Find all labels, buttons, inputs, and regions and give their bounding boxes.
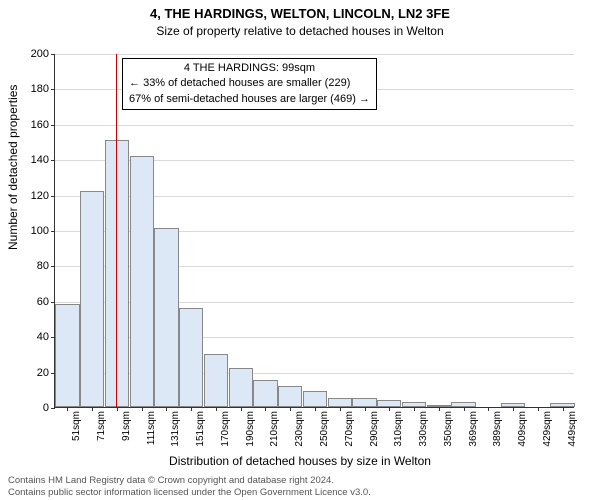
y-tick-label: 160 [31, 119, 49, 131]
x-tick-label: 91sqm [121, 411, 132, 441]
x-tick-mark [142, 407, 143, 411]
x-tick-mark [241, 407, 242, 411]
histogram-bar [328, 398, 352, 407]
x-tick-mark [290, 407, 291, 411]
x-tick-label: 310sqm [393, 411, 404, 447]
x-tick-mark [563, 407, 564, 411]
x-tick-mark [92, 407, 93, 411]
x-tick-mark [191, 407, 192, 411]
x-tick-mark [513, 407, 514, 411]
gridline [55, 54, 574, 55]
y-tick-label: 200 [31, 48, 49, 60]
y-tick-mark [51, 160, 55, 161]
x-tick-mark [439, 407, 440, 411]
x-tick-mark [340, 407, 341, 411]
x-tick-label: 111sqm [146, 411, 157, 445]
x-tick-label: 369sqm [468, 411, 479, 447]
histogram-bar [80, 191, 104, 407]
y-tick-mark [51, 302, 55, 303]
chart-container: 4, THE HARDINGS, WELTON, LINCOLN, LN2 3F… [0, 0, 600, 500]
x-tick-mark [216, 407, 217, 411]
footer-line2: Contains public sector information licen… [8, 487, 371, 498]
chart-title-sub: Size of property relative to detached ho… [0, 24, 600, 38]
footer-attribution: Contains HM Land Registry data © Crown c… [8, 475, 371, 498]
x-tick-label: 409sqm [517, 411, 528, 447]
annotation-line: ← 33% of detached houses are smaller (22… [129, 76, 370, 91]
annotation-box: 4 THE HARDINGS: 99sqm← 33% of detached h… [122, 58, 377, 110]
x-tick-label: 71sqm [96, 411, 107, 441]
histogram-bar [303, 391, 327, 407]
histogram-bar [154, 228, 178, 407]
x-tick-label: 290sqm [369, 411, 380, 447]
y-tick-label: 120 [31, 190, 49, 202]
x-tick-mark [265, 407, 266, 411]
y-axis-label: Number of detached properties [6, 85, 20, 250]
histogram-bar [278, 386, 302, 407]
y-tick-label: 140 [31, 154, 49, 166]
x-tick-label: 210sqm [269, 411, 280, 447]
x-tick-label: 429sqm [542, 411, 553, 447]
gridline [55, 125, 574, 126]
x-tick-label: 230sqm [294, 411, 305, 447]
x-tick-label: 250sqm [319, 411, 330, 447]
x-tick-label: 350sqm [443, 411, 454, 447]
reference-line [116, 54, 117, 407]
y-tick-mark [51, 408, 55, 409]
x-tick-mark [67, 407, 68, 411]
y-tick-mark [51, 266, 55, 267]
x-tick-mark [365, 407, 366, 411]
plot-area: 02040608010012014016018020051sqm71sqm91s… [54, 54, 574, 408]
x-tick-mark [389, 407, 390, 411]
histogram-bar [55, 304, 79, 407]
x-tick-label: 131sqm [170, 411, 181, 447]
x-tick-mark [488, 407, 489, 411]
histogram-bar [204, 354, 228, 407]
histogram-bar [352, 398, 376, 407]
y-tick-label: 100 [31, 225, 49, 237]
x-tick-mark [166, 407, 167, 411]
y-tick-label: 60 [37, 296, 49, 308]
x-tick-mark [464, 407, 465, 411]
x-tick-label: 330sqm [418, 411, 429, 447]
histogram-bar [253, 380, 277, 407]
x-tick-mark [538, 407, 539, 411]
x-axis-label: Distribution of detached houses by size … [0, 454, 600, 468]
histogram-bar [377, 400, 401, 407]
x-tick-mark [117, 407, 118, 411]
footer-line1: Contains HM Land Registry data © Crown c… [8, 475, 371, 486]
y-tick-mark [51, 231, 55, 232]
y-tick-label: 0 [43, 402, 49, 414]
x-tick-label: 449sqm [567, 411, 578, 447]
y-tick-mark [51, 89, 55, 90]
y-tick-label: 180 [31, 83, 49, 95]
y-tick-label: 20 [37, 367, 49, 379]
annotation-line: 4 THE HARDINGS: 99sqm [129, 61, 370, 76]
y-tick-label: 40 [37, 331, 49, 343]
y-tick-label: 80 [37, 260, 49, 272]
y-tick-mark [51, 196, 55, 197]
histogram-bar [130, 156, 154, 407]
histogram-bar [179, 308, 203, 407]
annotation-line: 67% of semi-detached houses are larger (… [129, 92, 370, 107]
x-tick-label: 170sqm [220, 411, 231, 447]
y-tick-mark [51, 54, 55, 55]
chart-title-main: 4, THE HARDINGS, WELTON, LINCOLN, LN2 3F… [0, 6, 600, 21]
x-tick-label: 51sqm [71, 411, 82, 441]
x-tick-label: 151sqm [195, 411, 206, 447]
x-tick-mark [414, 407, 415, 411]
x-tick-mark [315, 407, 316, 411]
y-tick-mark [51, 125, 55, 126]
x-tick-label: 270sqm [344, 411, 355, 447]
x-tick-label: 389sqm [492, 411, 503, 447]
x-tick-label: 190sqm [245, 411, 256, 447]
histogram-bar [229, 368, 253, 407]
